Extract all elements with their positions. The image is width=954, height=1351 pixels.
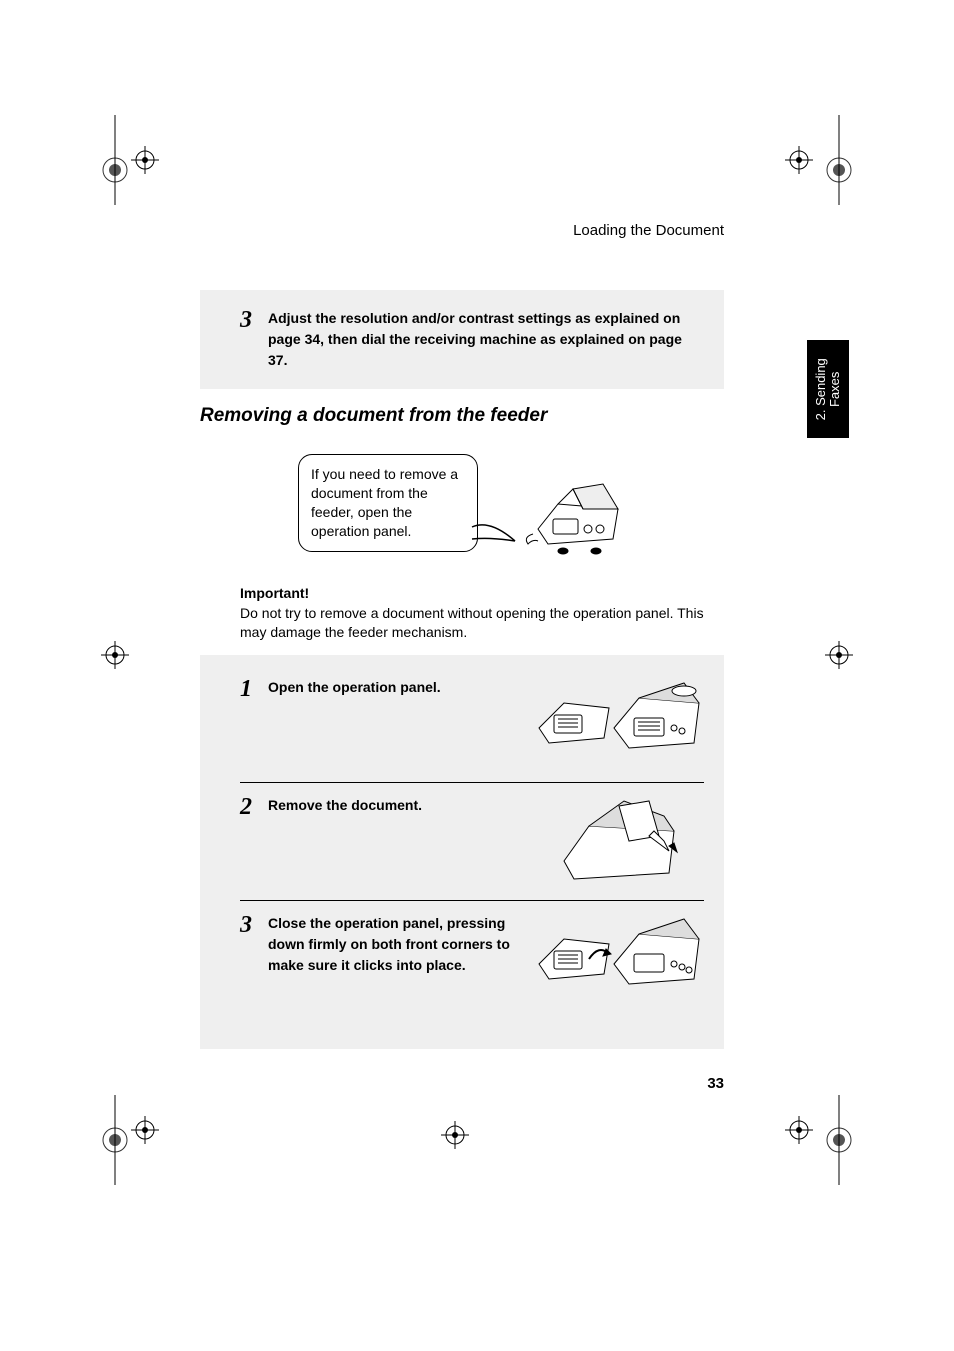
step-2-text: Remove the document. bbox=[268, 795, 422, 816]
step-row-3: 3 Close the operation panel, pressing do… bbox=[240, 901, 704, 1019]
chapter-tab: 2. Sending Faxes bbox=[807, 340, 849, 438]
intro-step-text: Adjust the resolution and/or contrast se… bbox=[268, 308, 704, 371]
crop-mark-bottom-right bbox=[779, 1095, 869, 1185]
step-1-number: 1 bbox=[240, 677, 258, 701]
step-3-illustration bbox=[534, 909, 704, 1009]
speech-bubble-tail bbox=[470, 519, 520, 559]
page-header-title: Loading the Document bbox=[573, 222, 724, 239]
intro-step-number: 3 bbox=[240, 308, 258, 332]
callout-area: If you need to remove a document from th… bbox=[298, 449, 638, 584]
important-label: Important! bbox=[240, 584, 724, 604]
important-block: Important! Do not try to remove a docume… bbox=[240, 584, 724, 643]
speech-bubble: If you need to remove a document from th… bbox=[298, 454, 478, 552]
crop-mark-mid-left bbox=[85, 630, 175, 680]
step-row-2: 2 Remove the document. bbox=[240, 783, 704, 901]
steps-box: 1 Open the operation panel. 2 Remove the… bbox=[200, 655, 724, 1049]
step-3-text: Close the operation panel, pressing down… bbox=[268, 913, 528, 976]
chapter-tab-label: 2. Sending Faxes bbox=[814, 358, 843, 420]
step-row-1: 1 Open the operation panel. bbox=[240, 665, 704, 783]
crop-mark-bottom-center bbox=[430, 1110, 480, 1160]
step-1-illustration bbox=[534, 673, 704, 773]
speech-bubble-text: If you need to remove a document from th… bbox=[311, 466, 458, 539]
crop-mark-bottom-left bbox=[85, 1095, 175, 1185]
crop-mark-mid-right bbox=[779, 630, 869, 680]
step-2-illustration bbox=[534, 791, 704, 891]
step-2-number: 2 bbox=[240, 795, 258, 819]
page-header: Loading the Document bbox=[200, 222, 724, 239]
step-3-number: 3 bbox=[240, 913, 258, 937]
step-1-text: Open the operation panel. bbox=[268, 677, 441, 698]
page-number: 33 bbox=[707, 1075, 724, 1092]
intro-step-box: 3 Adjust the resolution and/or contrast … bbox=[200, 290, 724, 389]
crop-mark-top-left bbox=[85, 115, 175, 205]
section-heading: Removing a document from the feeder bbox=[200, 405, 547, 427]
crop-mark-top-right bbox=[779, 115, 869, 205]
fax-machine-illustration bbox=[518, 459, 638, 569]
important-text: Do not try to remove a document without … bbox=[240, 604, 724, 643]
